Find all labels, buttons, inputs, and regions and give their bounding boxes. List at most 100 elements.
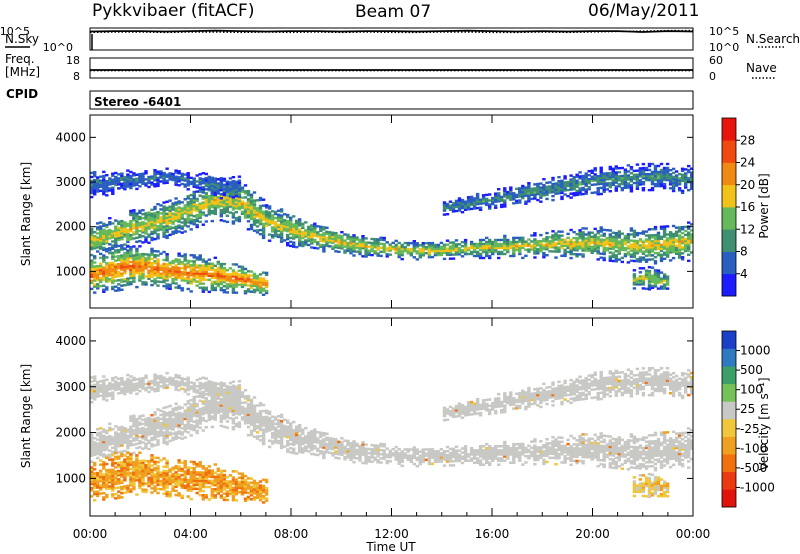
power-cell [129,227,133,231]
power-cell [466,198,471,201]
velocity-cell [364,443,368,446]
power-cell [518,189,522,192]
power-cell [195,219,199,223]
power-cell [117,258,121,262]
velocity-cell [310,434,314,437]
power-cell [168,275,172,278]
velocity-cell [246,409,251,412]
velocity-cell [442,454,447,457]
velocity-cell [364,451,368,455]
power-cell [168,217,172,220]
velocity-cell [96,432,100,435]
power-cell [156,178,160,182]
power-cell [587,243,591,246]
power-cell [352,250,356,253]
power-cell [123,257,127,261]
velocity-cell [186,424,190,428]
power-cell [201,270,205,273]
velocity-cell [267,425,272,428]
power-cell [310,236,314,239]
power-cell [222,289,227,292]
power-cell [237,201,242,205]
velocity-cell [328,437,332,440]
power-cell [219,187,223,190]
velocity-cell [198,395,202,398]
power-cell [536,184,540,188]
power-cell [90,243,94,247]
power-cell [114,241,118,244]
velocity-cell [409,456,413,459]
power-cell [653,182,658,186]
power-cell [234,190,239,194]
power-cell [494,238,498,242]
power-cell [234,186,239,190]
power-cell [174,175,178,178]
power-cell [319,237,323,241]
power-cell [497,188,501,191]
power-cell [656,164,661,168]
velocity-cell [141,441,145,444]
velocity-cell [267,410,272,414]
power-cell [475,200,480,204]
velocity-cell [159,421,163,425]
power-cell [126,169,130,172]
power-cell [219,219,223,222]
power-cell [566,232,570,236]
power-cell [129,252,133,256]
power-cell [147,215,151,218]
power-cell [123,227,127,230]
power-cell [246,274,251,277]
power-cell [207,195,211,198]
power-cell [117,230,121,234]
power-cell [614,232,618,235]
power-cell [177,260,181,263]
power-cell [560,187,564,190]
power-cell [123,180,127,183]
velocity-cell [192,410,196,413]
velocity-cell [343,449,347,453]
power-cell [252,215,257,218]
power-cell [249,211,254,215]
velocity-cell [427,454,432,457]
power-cell [111,269,115,273]
power-cell [560,246,564,249]
power-cell [102,276,106,279]
power-cell [587,245,591,248]
velocity-cell [186,431,190,434]
power-cell [135,222,139,225]
velocity-cell [451,464,456,467]
velocity-cell [168,439,172,443]
power-cell [373,240,377,243]
power-cell [165,257,169,260]
power-cell [165,230,169,234]
velocity-cell [225,426,230,429]
power-cell [581,253,585,256]
velocity-cell [234,410,239,413]
power-cell [186,205,190,208]
power-cell [219,194,223,198]
power-cell [150,271,154,275]
power-cell [503,189,507,192]
power-cell [687,241,691,244]
velocity-cell [147,447,151,451]
velocity-cell [313,436,317,440]
power-cell [680,175,685,178]
velocity-cell [150,442,154,446]
power-cell [204,194,208,197]
power-cell [593,167,597,170]
power-cell [168,263,172,266]
power-cell [451,253,456,256]
power-cell [635,250,640,253]
power-cell [674,240,679,243]
velocity-cell [379,442,383,446]
power-cell [626,237,631,240]
power-cell [650,186,655,190]
velocity-cell [454,455,459,459]
velocity-cell [255,404,260,407]
power-cell [102,242,106,246]
power-cell [488,199,492,202]
power-cell [96,190,100,193]
power-cell [292,231,296,234]
power-cell [192,200,196,204]
velocity-cell [430,456,435,459]
